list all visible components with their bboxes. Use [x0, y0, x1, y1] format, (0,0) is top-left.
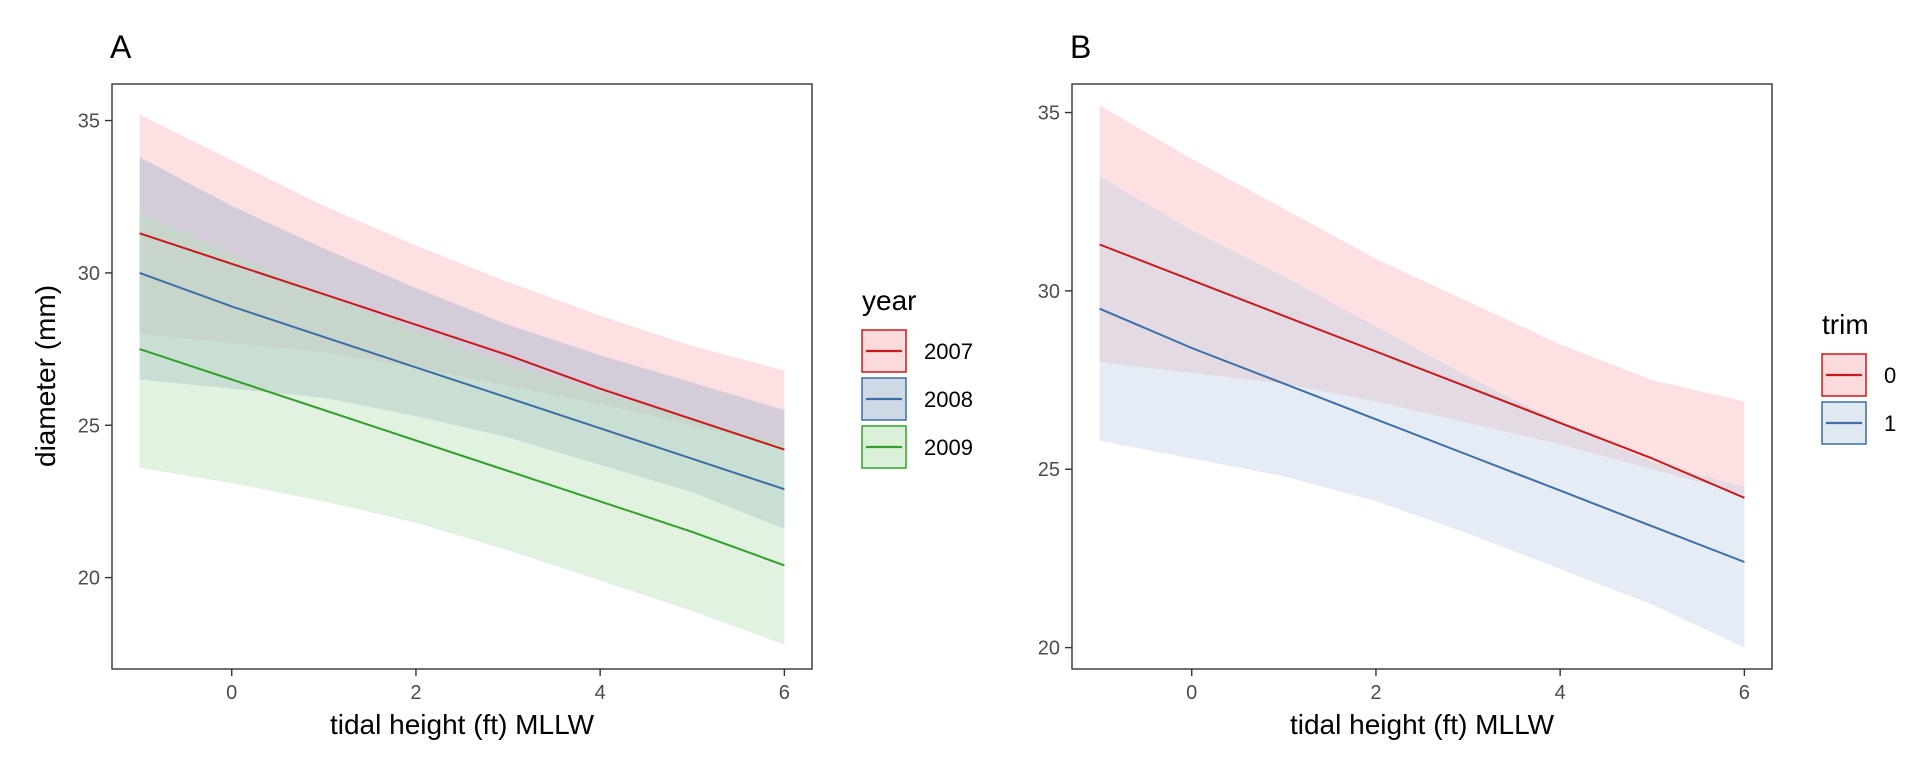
panel-b: B 20 25 30 35 0 2 4 6 tidal height (ft) MLLW tr… — [1038, 29, 1897, 740]
panel-a-y-tick-label: 20 — [78, 568, 100, 590]
panel-a-y-tick-label: 25 — [78, 415, 100, 437]
panel-b-plot-area: 20 25 30 35 0 2 4 6 — [1038, 83, 1773, 704]
panel-a-y-tick-label: 30 — [78, 263, 100, 285]
panel-a-ribbon-2007 — [139, 114, 785, 447]
panel-b-y-tick-label: 20 — [1038, 638, 1060, 660]
panel-a-x-tick-label: 0 — [226, 682, 237, 704]
panel-a-x-tick-label: 2 — [410, 682, 421, 704]
panel-a-ribbon-2009 — [139, 212, 785, 645]
panel-b-y-tick-label: 35 — [1038, 103, 1060, 125]
panel-a-legend-label-2009: 2009 — [924, 435, 973, 460]
panel-a-legend-label-2007: 2007 — [924, 339, 973, 364]
panel-a-line-2008 — [139, 271, 785, 491]
panel-b-line-1 — [1099, 307, 1745, 563]
panel-a-frame — [111, 83, 813, 670]
panel-a-x-tick-label: 6 — [779, 682, 790, 704]
panel-b-legend-title: trim — [1822, 309, 1869, 340]
panel-a-legend-title: year — [862, 285, 916, 316]
panel-b-tag: B — [1070, 29, 1091, 65]
panel-a-plot-area: 20 25 30 35 0 2 4 6 — [78, 83, 813, 704]
panel-a-legend: year 2007 2008 2009 — [861, 285, 973, 469]
panel-b-legend-label-0: 0 — [1884, 363, 1896, 388]
panel-a-tag: A — [110, 29, 132, 65]
panel-a: A diameter (mm) 20 25 30 35 0 2 4 6 tidal heigh… — [30, 29, 973, 740]
panel-b-x-tick-label: 4 — [1555, 682, 1566, 704]
panel-a-line-2009 — [139, 348, 785, 567]
panel-a-line-2007 — [139, 232, 785, 451]
panel-b-legend: trim 0 1 — [1821, 309, 1896, 445]
panel-a-x-axis-title: tidal height (ft) MLLW — [330, 709, 595, 740]
panel-b-y-tick-label: 30 — [1038, 281, 1060, 303]
panel-b-line-0 — [1099, 243, 1745, 499]
panel-b-legend-label-1: 1 — [1884, 411, 1896, 436]
panel-b-x-tick-label: 0 — [1186, 682, 1197, 704]
panel-b-ribbon-0 — [1099, 105, 1745, 495]
panel-a-legend-label-2008: 2008 — [924, 387, 973, 412]
panel-b-x-tick-label: 2 — [1370, 682, 1381, 704]
panel-a-y-tick-label: 35 — [78, 111, 100, 133]
panel-a-x-tick-label: 4 — [595, 682, 606, 704]
panel-b-frame — [1071, 83, 1773, 670]
panel-b-y-tick-label: 25 — [1038, 459, 1060, 481]
panel-b-x-axis-title: tidal height (ft) MLLW — [1290, 709, 1555, 740]
panel-a-y-axis-title: diameter (mm) — [30, 285, 61, 467]
panel-b-x-tick-label: 6 — [1739, 682, 1750, 704]
panel-b-ribbon-1 — [1099, 176, 1745, 648]
